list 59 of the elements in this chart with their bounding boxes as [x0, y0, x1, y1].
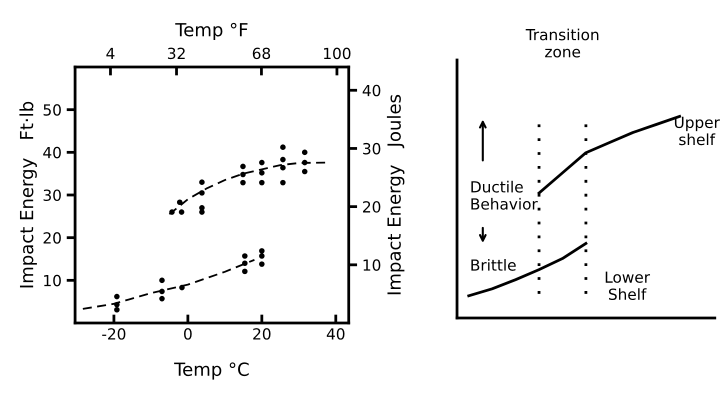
point [242, 253, 248, 259]
y-tick-label: 40 [43, 146, 61, 158]
y-tick-label: 20 [44, 232, 61, 244]
point [280, 156, 286, 162]
point [302, 168, 308, 174]
point [199, 209, 205, 215]
point [199, 179, 205, 185]
y2-tick-label: 40 [362, 84, 380, 96]
y-tick-label: 50 [44, 104, 61, 116]
line-series [82, 258, 256, 310]
point [240, 180, 246, 186]
point [259, 160, 265, 166]
point [259, 261, 265, 267]
x-tick-label: -20 [102, 328, 126, 340]
y-tick-label: 10 [44, 274, 61, 286]
point [280, 180, 286, 186]
point [169, 209, 175, 215]
y2-tick-label: 30 [363, 142, 380, 154]
y2-axis-title: Impact Energy Joules [386, 94, 404, 294]
y2-tick-label: 20 [363, 201, 380, 213]
y2-tick-label: 10 [364, 259, 380, 271]
point [159, 296, 165, 302]
x2-axis-title: Temp °F [175, 22, 248, 40]
annotation: Upper shelf [674, 116, 720, 146]
x2-tick-label: 32 [168, 48, 185, 60]
annotation: Brittle [471, 259, 516, 271]
text: Transition zone [526, 28, 598, 58]
point [242, 260, 248, 266]
x-axis-title: Temp °C [174, 362, 249, 380]
point [280, 164, 286, 170]
y-axis-title: Impact Energy Ft·lb [19, 102, 37, 288]
point [199, 190, 205, 196]
point [159, 288, 165, 294]
point [114, 294, 120, 300]
x2-tick-label: 4 [106, 48, 114, 59]
x2-tick-label: 100 [324, 48, 350, 60]
x-tick-label: 20 [253, 328, 271, 340]
point [159, 278, 165, 284]
point [179, 284, 185, 290]
point [240, 164, 246, 170]
annotation: Ductile Behavior [471, 180, 538, 210]
point [176, 199, 183, 206]
point [114, 302, 120, 308]
x-tick-label: 40 [326, 328, 344, 340]
point [259, 248, 265, 254]
point [259, 170, 265, 176]
point [280, 144, 286, 150]
point [259, 253, 265, 259]
point [242, 268, 248, 274]
annotation: Lower Shelf [606, 272, 650, 300]
x-tick-label: 0 [184, 328, 192, 340]
point [114, 306, 120, 313]
point [240, 172, 246, 178]
point [178, 209, 184, 215]
point [259, 180, 265, 186]
x2-tick-label: 68 [252, 48, 270, 60]
y-tick-label: 30 [44, 189, 61, 202]
point [302, 160, 308, 166]
point [302, 150, 308, 156]
